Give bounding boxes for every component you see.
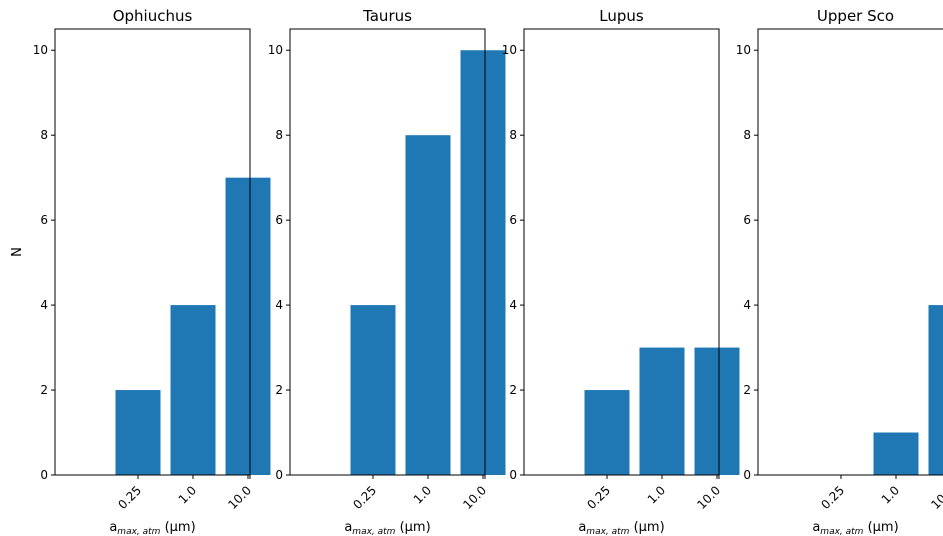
bar [928, 305, 943, 475]
y-tick-label: 4 [40, 298, 48, 312]
y-tick-label: 10 [268, 43, 283, 57]
y-tick-label: 0 [509, 468, 517, 482]
bar [225, 177, 271, 476]
y-tick-label: 10 [736, 43, 751, 57]
bar [170, 305, 216, 475]
y-tick-label: 8 [509, 128, 517, 142]
y-tick-label: 2 [509, 383, 517, 397]
y-tick-label: 0 [275, 468, 283, 482]
panel-title: Upper Sco [817, 7, 894, 25]
chart-panel-2: 0 2 4 6 8 10 0.25 1.0 10.0 Lupus amax, atm (μm) [502, 7, 740, 536]
chart-panel-3: 0 2 4 6 8 10 0.25 1.0 10.0 Upper Sco amax, atm (μm… [736, 7, 943, 536]
y-tick-label: 0 [40, 468, 48, 482]
axes-frame [54, 28, 251, 476]
x-tick-label: 1.0 [176, 483, 199, 506]
x-axis-label: amax, atm (μm) [344, 520, 430, 536]
x-tick-label: 10.0 [225, 483, 254, 512]
bar [639, 347, 685, 475]
x-tick-label: 1.0 [411, 483, 434, 506]
bar [584, 390, 630, 475]
y-tick-label: 8 [40, 128, 48, 142]
y-tick-label: 6 [275, 213, 283, 227]
x-axis-label: amax, atm (μm) [812, 520, 898, 536]
y-axis-label: N [10, 247, 25, 257]
x-tick-label: 0.25 [818, 483, 847, 512]
y-tick-label: 8 [275, 128, 283, 142]
y-tick-label: 4 [509, 298, 517, 312]
axes-frame [523, 28, 720, 476]
y-tick-label: 2 [40, 383, 48, 397]
bar [405, 135, 451, 475]
x-tick-label: 10.0 [928, 483, 943, 512]
y-tick-label: 6 [509, 213, 517, 227]
x-tick-label: 10.0 [694, 483, 723, 512]
x-tick-label: 10.0 [460, 483, 489, 512]
chart-panel-1: 0 2 4 6 8 10 0.25 1.0 10.0 Taurus amax, atm (μm) [268, 7, 506, 536]
bar [873, 432, 919, 475]
y-tick-label: 6 [40, 213, 48, 227]
panel-title: Ophiuchus [113, 7, 193, 25]
chart-panel-0: 0 2 4 6 8 10 0.25 1.0 10.0 Ophiuchus amax, atm (μm… [10, 7, 271, 536]
x-tick-label: 1.0 [879, 483, 902, 506]
x-tick-label: 0.25 [584, 483, 613, 512]
x-tick-label: 0.25 [350, 483, 379, 512]
y-tick-label: 4 [275, 298, 283, 312]
y-tick-label: 0 [743, 468, 751, 482]
y-tick-label: 4 [743, 298, 751, 312]
bar [350, 305, 396, 475]
y-tick-label: 6 [743, 213, 751, 227]
axes-frame [757, 28, 943, 476]
y-tick-label: 10 [502, 43, 517, 57]
y-tick-label: 10 [33, 43, 48, 57]
panel-title: Taurus [362, 7, 412, 25]
y-tick-label: 2 [275, 383, 283, 397]
y-tick-label: 2 [743, 383, 751, 397]
x-axis-label: amax, atm (μm) [578, 520, 664, 536]
x-tick-label: 0.25 [115, 483, 144, 512]
panel-title: Lupus [599, 7, 644, 25]
bar [694, 347, 740, 475]
bar [115, 390, 161, 475]
axes-frame [289, 28, 486, 476]
x-tick-label: 1.0 [645, 483, 668, 506]
y-tick-label: 8 [743, 128, 751, 142]
bar [460, 50, 506, 476]
x-axis-label: amax, atm (μm) [109, 520, 195, 536]
